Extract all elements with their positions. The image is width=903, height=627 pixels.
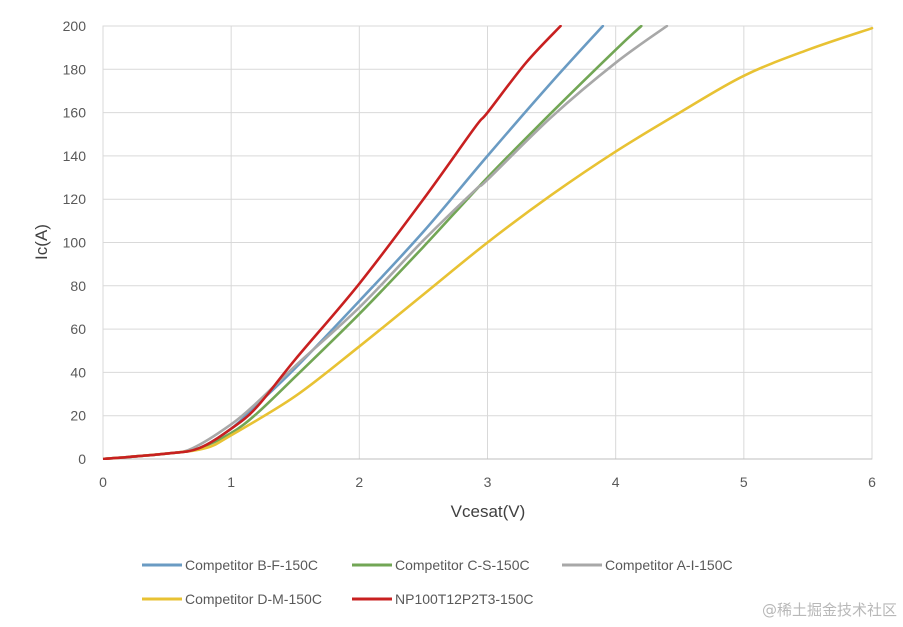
legend-label-competitor-b-f-150c: Competitor B-F-150C xyxy=(185,557,318,573)
x-tick-label: 3 xyxy=(484,474,492,490)
y-tick-label: 120 xyxy=(63,191,87,207)
x-tick-label: 6 xyxy=(868,474,876,490)
series-layer xyxy=(103,25,874,460)
y-tick-label: 180 xyxy=(63,61,87,77)
x-axis-label: Vcesat(V) xyxy=(451,502,526,521)
x-tick-label: 4 xyxy=(612,474,620,490)
legend: Competitor B-F-150C Competitor C-S-150C Co… xyxy=(142,557,733,607)
x-tick-label: 1 xyxy=(227,474,235,490)
y-tick-label: 0 xyxy=(78,451,86,467)
watermark: @稀土掘金技术社区 xyxy=(762,601,897,619)
y-axis-label: Ic(A) xyxy=(32,224,51,260)
y-tick-label: 200 xyxy=(63,18,87,34)
y-tick-label: 160 xyxy=(63,105,87,121)
y-tick-label: 40 xyxy=(70,364,86,380)
legend-label-np100t12p2t3-150c: NP100T12P2T3-150C xyxy=(395,591,534,607)
y-tick-label: 100 xyxy=(63,235,87,251)
series-line-competitor-a-i-150c xyxy=(103,25,669,460)
axes xyxy=(102,25,873,460)
legend-label-competitor-d-m-150c: Competitor D-M-150C xyxy=(185,591,322,607)
legend-label-competitor-c-s-150c: Competitor C-S-150C xyxy=(395,557,530,573)
series-line-np100t12p2t3-150c xyxy=(103,25,562,460)
x-tick-label: 2 xyxy=(355,474,363,490)
x-tick-label: 0 xyxy=(99,474,107,490)
y-tick-label: 60 xyxy=(70,321,86,337)
y-tick-label: 140 xyxy=(63,148,87,164)
series-line-competitor-d-m-150c xyxy=(103,26,874,460)
y-tick-label: 80 xyxy=(70,278,86,294)
x-tick-label: 5 xyxy=(740,474,748,490)
legend-label-competitor-a-i-150c: Competitor A-I-150C xyxy=(605,557,733,573)
tick-labels: 0 20 40 60 80 100 120 140 160 180 200 0 1 2 3 4 5 6 xyxy=(63,18,876,490)
y-tick-label: 20 xyxy=(70,408,86,424)
